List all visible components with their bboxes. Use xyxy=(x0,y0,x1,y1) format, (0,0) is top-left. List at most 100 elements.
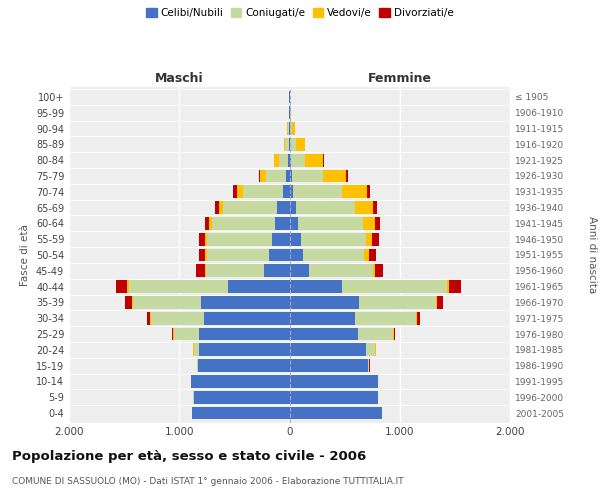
Bar xyxy=(367,186,370,198)
Bar xyxy=(394,328,395,340)
Bar xyxy=(243,186,283,198)
Bar xyxy=(194,344,199,356)
Legend: Celibi/Nubili, Coniugati/e, Vedovi/e, Divorziati/e: Celibi/Nubili, Coniugati/e, Vedovi/e, Di… xyxy=(143,5,457,21)
Bar xyxy=(292,170,323,182)
Y-axis label: Fasce di età: Fasce di età xyxy=(20,224,30,286)
Bar xyxy=(202,296,290,309)
Bar xyxy=(127,280,128,293)
Bar xyxy=(283,186,290,198)
Bar xyxy=(290,138,296,151)
Bar xyxy=(343,186,367,198)
Bar xyxy=(290,359,368,372)
Bar xyxy=(199,344,290,356)
Bar xyxy=(290,264,310,278)
Bar xyxy=(275,217,290,230)
Bar xyxy=(133,296,202,309)
Bar xyxy=(233,186,236,198)
Bar xyxy=(355,312,416,324)
Bar xyxy=(292,122,295,135)
Bar xyxy=(205,248,207,262)
Bar xyxy=(219,201,223,214)
Bar xyxy=(369,248,376,262)
Bar xyxy=(279,154,288,166)
Bar xyxy=(277,201,290,214)
Bar xyxy=(207,248,269,262)
Bar xyxy=(259,170,260,182)
Bar xyxy=(373,264,376,278)
Bar xyxy=(290,312,355,324)
Bar xyxy=(272,232,290,245)
Bar xyxy=(288,122,289,135)
Bar xyxy=(199,328,290,340)
Bar xyxy=(193,406,290,420)
Bar xyxy=(286,170,290,182)
Bar xyxy=(310,264,373,278)
Bar xyxy=(205,264,206,278)
Bar xyxy=(290,344,365,356)
Bar xyxy=(128,280,228,293)
Bar xyxy=(284,138,286,151)
Bar xyxy=(359,296,436,309)
Text: Popolazione per età, sesso e stato civile - 2006: Popolazione per età, sesso e stato civil… xyxy=(12,450,366,463)
Bar xyxy=(290,186,293,198)
Bar xyxy=(260,170,266,182)
Bar xyxy=(373,201,377,214)
Bar xyxy=(290,122,292,135)
Text: Anni di nascita: Anni di nascita xyxy=(587,216,597,294)
Bar xyxy=(209,217,212,230)
Bar xyxy=(298,217,364,230)
Bar xyxy=(346,170,348,182)
Bar xyxy=(376,264,383,278)
Bar xyxy=(417,312,420,324)
Bar xyxy=(296,138,305,151)
Bar xyxy=(323,170,346,182)
Bar xyxy=(358,328,393,340)
Bar xyxy=(203,312,290,324)
Bar xyxy=(116,280,127,293)
Bar xyxy=(365,344,376,356)
Bar xyxy=(290,201,296,214)
Bar xyxy=(343,280,447,293)
Bar xyxy=(447,280,449,293)
Bar xyxy=(197,359,198,372)
Bar xyxy=(290,328,358,340)
Bar xyxy=(290,232,301,245)
Bar xyxy=(274,154,279,166)
Text: Maschi: Maschi xyxy=(155,72,203,85)
Bar xyxy=(174,328,199,340)
Bar xyxy=(293,186,343,198)
Bar xyxy=(125,296,133,309)
Bar xyxy=(436,296,437,309)
Bar xyxy=(449,280,461,293)
Bar xyxy=(151,312,203,324)
Bar xyxy=(290,280,343,293)
Bar xyxy=(290,390,378,404)
Bar xyxy=(364,248,369,262)
Bar xyxy=(437,296,443,309)
Bar xyxy=(207,232,272,245)
Bar xyxy=(205,232,207,245)
Bar xyxy=(290,375,378,388)
Bar xyxy=(290,248,303,262)
Bar xyxy=(266,170,286,182)
Bar xyxy=(147,312,150,324)
Bar xyxy=(264,264,290,278)
Bar xyxy=(215,201,219,214)
Bar xyxy=(206,264,264,278)
Bar xyxy=(269,248,290,262)
Bar xyxy=(376,217,380,230)
Bar xyxy=(290,406,382,420)
Bar xyxy=(228,280,290,293)
Bar xyxy=(372,232,379,245)
Bar xyxy=(196,264,205,278)
Bar xyxy=(305,154,323,166)
Bar xyxy=(198,359,290,372)
Bar xyxy=(286,138,289,151)
Bar xyxy=(289,138,290,151)
Bar xyxy=(205,217,209,230)
Text: COMUNE DI SASSUOLO (MO) - Dati ISTAT 1° gennaio 2006 - Elaborazione TUTTITALIA.I: COMUNE DI SASSUOLO (MO) - Dati ISTAT 1° … xyxy=(12,478,404,486)
Bar xyxy=(355,201,373,214)
Bar xyxy=(365,232,372,245)
Bar xyxy=(296,201,355,214)
Bar xyxy=(290,296,359,309)
